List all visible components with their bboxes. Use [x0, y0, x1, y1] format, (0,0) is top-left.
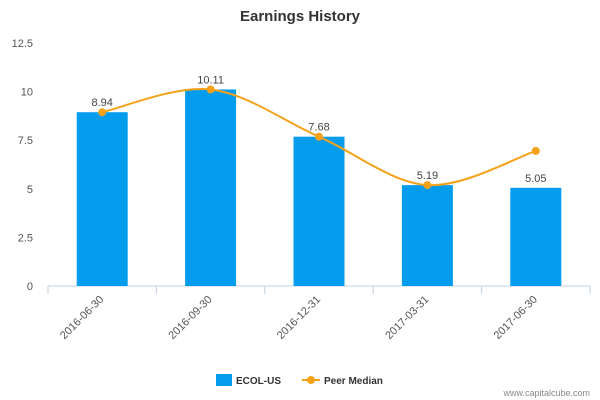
bar[interactable] — [510, 187, 562, 286]
credit-text: www.capitalcube.com — [502, 388, 590, 398]
legend-swatch-peer-marker — [307, 376, 315, 384]
bar-data-label: 8.94 — [91, 97, 112, 109]
bar-data-label: 10.11 — [197, 74, 224, 86]
y-tick-label: 12.5 — [12, 38, 33, 50]
x-axis-ticks: 2016-06-30 2016-09-30 2016-12-31 2017-03-31… — [47, 286, 591, 342]
x-tick-label: 2016-06-30 — [58, 294, 106, 342]
y-tick-label: 0 — [27, 281, 33, 293]
legend[interactable]: ECOL-US Peer Median — [216, 374, 383, 387]
y-tick-label: 5 — [27, 184, 33, 196]
bar-series — [76, 89, 562, 287]
legend-label-ecol: ECOL-US — [236, 376, 281, 387]
y-tick-label: 10 — [21, 87, 33, 99]
peer-median-point[interactable] — [531, 146, 540, 155]
x-tick-label: 2016-12-31 — [275, 294, 323, 342]
legend-swatch-ecol — [216, 374, 232, 386]
x-tick-label: 2017-06-30 — [492, 294, 540, 342]
bar[interactable] — [76, 112, 128, 287]
peer-median-point[interactable] — [423, 181, 432, 190]
y-tick-label: 7.5 — [18, 135, 33, 147]
data-labels: 8.94 10.11 7.68 5.19 5.05 — [91, 74, 546, 184]
peer-median-point[interactable] — [315, 132, 323, 141]
y-axis-ticks: 0 2.5 5 7.5 10 12.5 — [12, 38, 33, 293]
bar[interactable] — [185, 89, 237, 286]
y-tick-label: 2.5 — [18, 232, 33, 244]
chart-title: Earnings History — [240, 8, 361, 25]
bar[interactable] — [401, 185, 453, 286]
bar-data-label: 7.68 — [308, 122, 329, 134]
bar-data-label: 5.19 — [417, 170, 438, 182]
x-tick-label: 2017-03-31 — [383, 294, 431, 342]
peer-median-point[interactable] — [98, 108, 107, 117]
legend-label-peer: Peer Median — [324, 376, 383, 387]
bar[interactable] — [293, 136, 345, 286]
line-series — [98, 85, 540, 190]
peer-median-point[interactable] — [206, 85, 215, 94]
bar-data-label: 5.05 — [525, 173, 546, 185]
x-tick-label: 2016-09-30 — [166, 294, 214, 342]
